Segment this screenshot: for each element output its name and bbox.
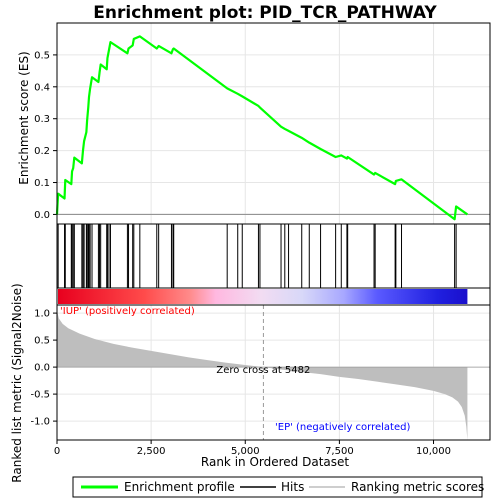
- es-y-axis-label: Enrichment score (ES): [17, 51, 31, 184]
- legend-hits-label: Hits: [281, 480, 304, 494]
- es-y-tick-label: 0.5: [34, 50, 50, 61]
- metric-y-tick-label: -0.5: [30, 390, 50, 401]
- es-y-tick-label: 0.2: [34, 146, 50, 157]
- metric-y-tick-label: 1.0: [34, 309, 50, 320]
- metric-panel: 1.0 0.5 0.0 -0.5 -1.0 Zero cross at 5482 'IUP'…: [30, 304, 491, 441]
- es-y-tick-label: 0.1: [34, 178, 50, 189]
- legend-enrichment-label: Enrichment profile: [124, 480, 235, 494]
- es-y-tick-label: 0.4: [34, 82, 50, 93]
- x-tick-label: 5,000: [231, 446, 260, 457]
- x-tick-label: 7,500: [325, 446, 354, 457]
- ranking-colorbar: [58, 289, 468, 304]
- x-tick-label: 0: [54, 446, 60, 457]
- es-y-tick-label: 0.0: [34, 210, 50, 221]
- enrichment-profile-line: [55, 35, 469, 221]
- metric-y-tick-label: 0.0: [34, 363, 50, 374]
- x-axis: 0 2,500 5,000 7,500 10,000: [54, 440, 451, 457]
- metric-y-tick-label: 0.5: [34, 336, 50, 347]
- metric-panel-frame: [56, 304, 491, 441]
- es-y-tick-label: 0.3: [34, 114, 50, 125]
- negative-correlation-label: 'EP' (negatively correlated): [275, 422, 410, 433]
- legend-metric-label: Ranking metric scores: [351, 480, 484, 494]
- x-tick-label: 10,000: [416, 446, 451, 457]
- metric-y-axis-label: Ranked list metric (Signal2Noise): [10, 283, 24, 482]
- es-panel: 0.0 0.1 0.2 0.3 0.4 0.5: [34, 22, 491, 225]
- zero-cross-label: Zero cross at 5482: [216, 365, 310, 376]
- hits-panel: [56, 223, 491, 306]
- x-axis-label: Rank in Ordered Dataset: [201, 455, 349, 469]
- legend: Enrichment profile Hits Ranking metric s…: [72, 476, 484, 498]
- chart-title: Enrichment plot: PID_TCR_PATHWAY: [93, 3, 437, 23]
- ranking-metric-area: [57, 310, 468, 440]
- legend-box: [72, 476, 483, 498]
- es-plot-area: [57, 23, 490, 224]
- x-tick-label: 2,500: [137, 446, 166, 457]
- hits-panel-frame: [56, 223, 491, 289]
- metric-y-tick-label: -1.0: [30, 417, 50, 428]
- positive-correlation-label: 'IUP' (positively correlated): [60, 306, 195, 317]
